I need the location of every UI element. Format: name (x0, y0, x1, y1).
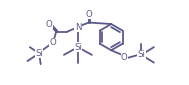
Text: O: O (121, 53, 128, 62)
Text: O: O (85, 10, 92, 19)
Text: N: N (75, 23, 81, 32)
Text: Si: Si (74, 43, 82, 52)
Text: O: O (50, 38, 57, 47)
Text: O: O (46, 20, 53, 29)
Text: Si: Si (35, 49, 43, 58)
Text: Si: Si (137, 50, 145, 59)
